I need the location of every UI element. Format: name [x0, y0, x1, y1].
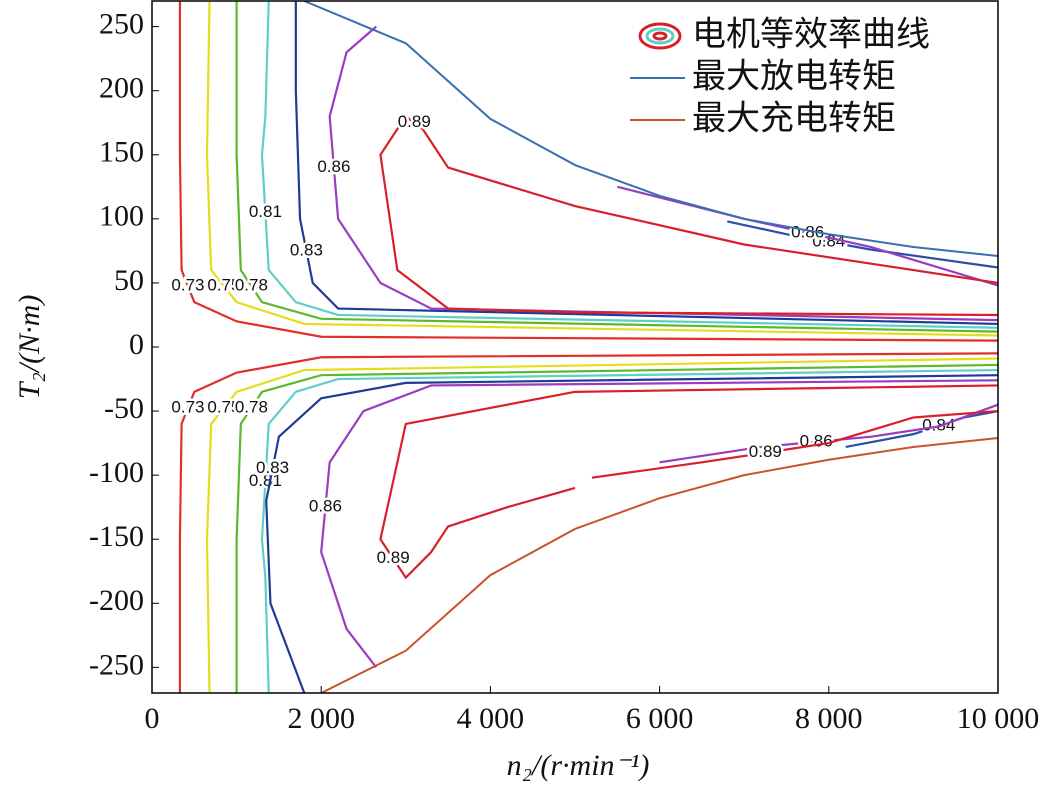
x-axis-label: n₂/(r·min⁻¹)	[507, 749, 650, 782]
contour-line	[591, 409, 998, 479]
legend-label: 最大充电转矩	[692, 99, 896, 139]
contour-label: 0.78	[235, 276, 268, 295]
contour-line	[205, 1, 998, 337]
legend-icon	[652, 31, 668, 41]
contour-label: 0.81	[249, 202, 282, 221]
y-tick-label: -50	[104, 392, 144, 425]
contour-line	[328, 25, 998, 322]
y-axis-label: T₂/(N·m)	[13, 295, 46, 400]
contour-line	[235, 1, 998, 333]
legend-icon	[638, 22, 682, 50]
x-tick-label: 10 000	[957, 702, 1040, 735]
contour-label: 0.86	[317, 157, 350, 176]
contour-line	[320, 379, 998, 669]
y-tick-label: -150	[89, 520, 144, 553]
contour-line	[617, 185, 998, 287]
y-tick-label: 0	[129, 328, 144, 361]
y-tick-label: 100	[99, 200, 144, 233]
x-tick-label: 4 000	[457, 702, 525, 735]
contour-label: 0.75	[207, 397, 240, 416]
limit-line	[320, 436, 998, 693]
x-tick-label: 8 000	[795, 702, 863, 735]
y-tick-label: -250	[89, 648, 144, 681]
contour-label: 0.83	[290, 240, 323, 259]
contour-line	[205, 357, 998, 693]
contour-label: 0.75	[207, 276, 240, 295]
y-tick-label: 150	[99, 136, 144, 169]
contour-line	[294, 1, 998, 326]
limit-line	[303, 1, 998, 258]
contour-label: 0.86	[791, 222, 824, 241]
contour-label: 0.73	[171, 397, 204, 416]
contour-label: 0.73	[171, 276, 204, 295]
x-tick-label: 0	[145, 702, 160, 735]
contour-line	[260, 368, 998, 693]
legend-label: 电机等效率曲线	[692, 15, 930, 55]
contour-line	[379, 114, 998, 317]
y-tick-label: 250	[99, 8, 144, 41]
contour-line	[260, 1, 998, 329]
contour-label: 0.89	[749, 442, 782, 461]
y-tick-label: 50	[114, 264, 144, 297]
contour-label: 0.84	[922, 415, 955, 434]
contour-label: 0.89	[377, 548, 410, 567]
legend-label: 最大放电转矩	[692, 57, 896, 97]
contour-line	[178, 352, 998, 693]
contour-line	[659, 403, 998, 464]
contour-line	[235, 363, 998, 693]
plot-area: 0.730.730.750.750.780.780.810.810.830.83…	[169, 1, 998, 693]
contour-label: 0.83	[256, 458, 289, 477]
contour-label: 0.81	[249, 471, 282, 490]
contour-line	[379, 384, 998, 580]
contour-line	[265, 374, 998, 693]
contour-label: 0.89	[398, 112, 431, 131]
contour-label: 0.86	[309, 497, 342, 516]
contour-line	[727, 220, 998, 269]
x-tick-label: 6 000	[626, 702, 694, 735]
contour-label: 0.78	[235, 397, 268, 416]
contour-label: 0.86	[800, 431, 833, 450]
y-tick-label: -200	[89, 584, 144, 617]
y-tick-label: 200	[99, 72, 144, 105]
contour-line	[178, 1, 998, 342]
x-tick-label: 2 000	[287, 702, 355, 735]
y-tick-label: -100	[89, 456, 144, 489]
legend-icon	[645, 27, 675, 45]
